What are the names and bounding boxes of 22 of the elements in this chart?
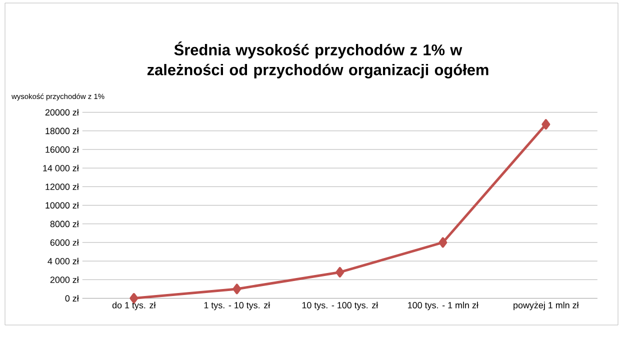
x-tick-label: do 1 tys. zł — [112, 302, 156, 310]
y-tick-label: 2000 zł — [50, 276, 79, 283]
chart-title: Średnia wysokość przychodów z 1% w zależności od przychodów organizacji ogółem — [147, 42, 488, 78]
x-tick-label: 100 tys. - 1 mln zł — [408, 302, 478, 310]
y-tick-label: 4 000 zł — [48, 258, 79, 264]
y-tick-label: 10000 zł — [46, 202, 79, 209]
y-tick-label: 6000 zł — [50, 239, 79, 246]
y-tick-label: 12000 zł — [46, 183, 79, 190]
y-tick-label: 16000 zł — [46, 146, 79, 153]
point — [232, 284, 242, 294]
point — [130, 293, 138, 304]
point — [336, 267, 344, 278]
point — [542, 119, 550, 130]
x-tick-label: powyżej 1 mln zł — [514, 302, 579, 310]
y-tick-label: 14 000 zł — [43, 164, 79, 172]
x-tick-label: 1 tys. - 10 tys. zł — [204, 302, 270, 310]
point — [438, 237, 448, 248]
y-tick-label: 0 zł — [65, 294, 79, 302]
y-tick-label: 18000 zł — [46, 128, 79, 134]
x-tick-label: 10 tys. - 100 tys. zł — [302, 302, 378, 310]
y-tick-label: 8000 zł — [50, 220, 79, 228]
y-tick-label: 20000 zł — [45, 108, 79, 116]
